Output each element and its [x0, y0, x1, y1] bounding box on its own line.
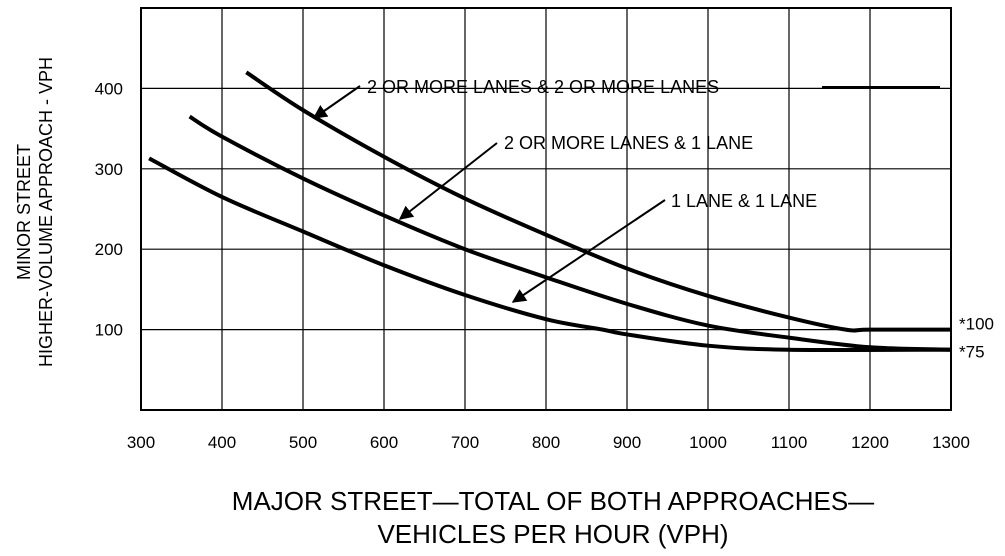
x-tick-label: 800 [532, 433, 560, 452]
x-axis-label-line-2: VEHICLES PER HOUR (VPH) [377, 519, 728, 549]
y-axis-label-line-2: HIGHER-VOLUME APPROACH - VPH [36, 57, 56, 367]
x-tick-label: 1200 [851, 433, 889, 452]
y-axis-ticks: 100 200 300 400 [95, 79, 123, 339]
y-axis-label-line-1: MINOR STREET [14, 144, 34, 280]
y-tick-label: 100 [95, 321, 123, 340]
end-labels-group: *100 *75 [959, 315, 994, 362]
x-tick-label: 1100 [771, 433, 808, 452]
x-axis-ticks: 300 400 500 600 700 800 900 1000 1100 1200 1300 [127, 433, 970, 452]
series-line-1-lane-1-lane [148, 156, 952, 352]
x-tick-label: 500 [289, 433, 317, 452]
x-tick-label: 900 [613, 433, 641, 452]
end-label: *75 [959, 343, 985, 362]
plot-frame [140, 7, 952, 411]
y-axis-label: MINOR STREET HIGHER-VOLUME APPROACH - VP… [14, 57, 56, 367]
end-label: *100 [959, 315, 994, 334]
annotation-leader-arrow [312, 85, 361, 119]
annotation-label: 1 LANE & 1 LANE [671, 191, 817, 211]
x-tick-label: 600 [370, 433, 398, 452]
series-line-2-or-more-2-or-more [245, 70, 951, 333]
x-tick-label: 700 [451, 433, 479, 452]
annotation-label: 2 OR MORE LANES & 2 OR MORE LANES [367, 77, 719, 97]
y-tick-label: 300 [95, 160, 123, 179]
y-tick-label: 200 [95, 240, 123, 259]
y-tick-label: 400 [95, 79, 123, 98]
annotation-label: 2 OR MORE LANES & 1 LANE [504, 133, 753, 153]
annotation-leader-arrow [511, 199, 666, 303]
annotation-leader-arrow [398, 142, 498, 220]
x-tick-label: 300 [127, 433, 155, 452]
x-axis-label-line-1: MAJOR STREET—TOTAL OF BOTH APPROACHES— [232, 486, 874, 516]
annotations-group: 2 OR MORE LANES & 2 OR MORE LANES 2 OR MO… [312, 77, 940, 303]
series-group [148, 70, 952, 352]
x-tick-label: 1000 [689, 433, 727, 452]
x-tick-label: 1300 [932, 433, 970, 452]
x-tick-label: 400 [208, 433, 236, 452]
series-line-2-or-more-1-lane [188, 114, 952, 352]
